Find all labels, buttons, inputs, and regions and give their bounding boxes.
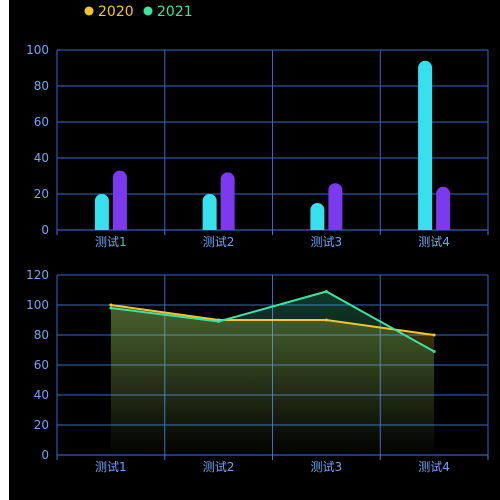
legend-marker-2021 — [143, 6, 153, 16]
bar-xtick-label: 测试3 — [311, 234, 343, 249]
bar-ytick-label: 80 — [34, 79, 49, 93]
legend-item-2021[interactable]: 2021 — [143, 4, 193, 20]
bar-chart: 0 20 40 60 80 100 测试1 测试2 测试3 测试4 — [26, 43, 489, 249]
area-xtick-label: 测试4 — [418, 459, 450, 474]
point-2020-3 — [324, 318, 328, 322]
area-ytick-label: 80 — [34, 328, 49, 342]
point-2021-1 — [109, 306, 113, 310]
area-xtick-label: 测试1 — [95, 459, 127, 474]
area-ytick-label: 40 — [34, 388, 49, 402]
bar-2020-3 — [310, 203, 325, 230]
bar-ytick-label: 40 — [34, 151, 49, 165]
area-chart: 0 20 40 60 80 100 120 测试1 测试2 测试3 测试4 — [26, 268, 489, 474]
area-ytick-label: 0 — [41, 448, 49, 462]
chart-panel: 2020 2021 0 20 40 60 80 100 测试1 测试2 测试3 测试4 0 20 40… — [9, 0, 500, 500]
bar-2020-2 — [202, 194, 217, 230]
bar-ytick-label: 0 — [41, 223, 49, 237]
legend-label-2021: 2021 — [157, 4, 193, 20]
point-2020-1 — [109, 303, 113, 307]
bar-2021-1 — [112, 170, 127, 230]
line-2020 — [110, 304, 435, 336]
point-2020-4 — [432, 333, 436, 337]
point-2021-2 — [217, 320, 221, 323]
legend-item-2020[interactable]: 2020 — [84, 4, 134, 20]
bar-2021-2 — [220, 172, 235, 230]
area-xtick-label: 测试2 — [203, 459, 235, 474]
legend: 2020 2021 — [84, 4, 193, 20]
area-ytick-label: 20 — [34, 418, 49, 432]
bar-ytick-label: 100 — [26, 43, 49, 57]
legend-label-2020: 2020 — [98, 4, 134, 20]
bar-xtick-label: 测试1 — [95, 234, 127, 249]
point-2021-4 — [432, 350, 436, 353]
area-fill-2021 — [110, 291, 435, 455]
bar-xtick-label: 测试4 — [418, 234, 450, 249]
bar-xtick-label: 测试2 — [203, 234, 235, 249]
area-ytick-label: 100 — [26, 298, 49, 312]
bar-2021-4 — [436, 186, 451, 230]
line-2021 — [110, 290, 435, 353]
bar-2020-4 — [418, 60, 433, 230]
area-ytick-label: 120 — [26, 268, 49, 282]
area-ytick-label: 60 — [34, 358, 49, 372]
bar-ytick-label: 20 — [34, 187, 49, 201]
bar-2021-3 — [328, 183, 343, 230]
bar-ytick-label: 60 — [34, 115, 49, 129]
charts-svg: 2020 2021 0 20 40 60 80 100 测试1 测试2 测试3 测试4 0 20 40… — [26, 4, 489, 474]
bar-2020-1 — [94, 194, 109, 230]
area-xtick-label: 测试3 — [311, 459, 343, 474]
point-2021-3 — [324, 290, 328, 293]
legend-marker-2020 — [84, 6, 94, 16]
